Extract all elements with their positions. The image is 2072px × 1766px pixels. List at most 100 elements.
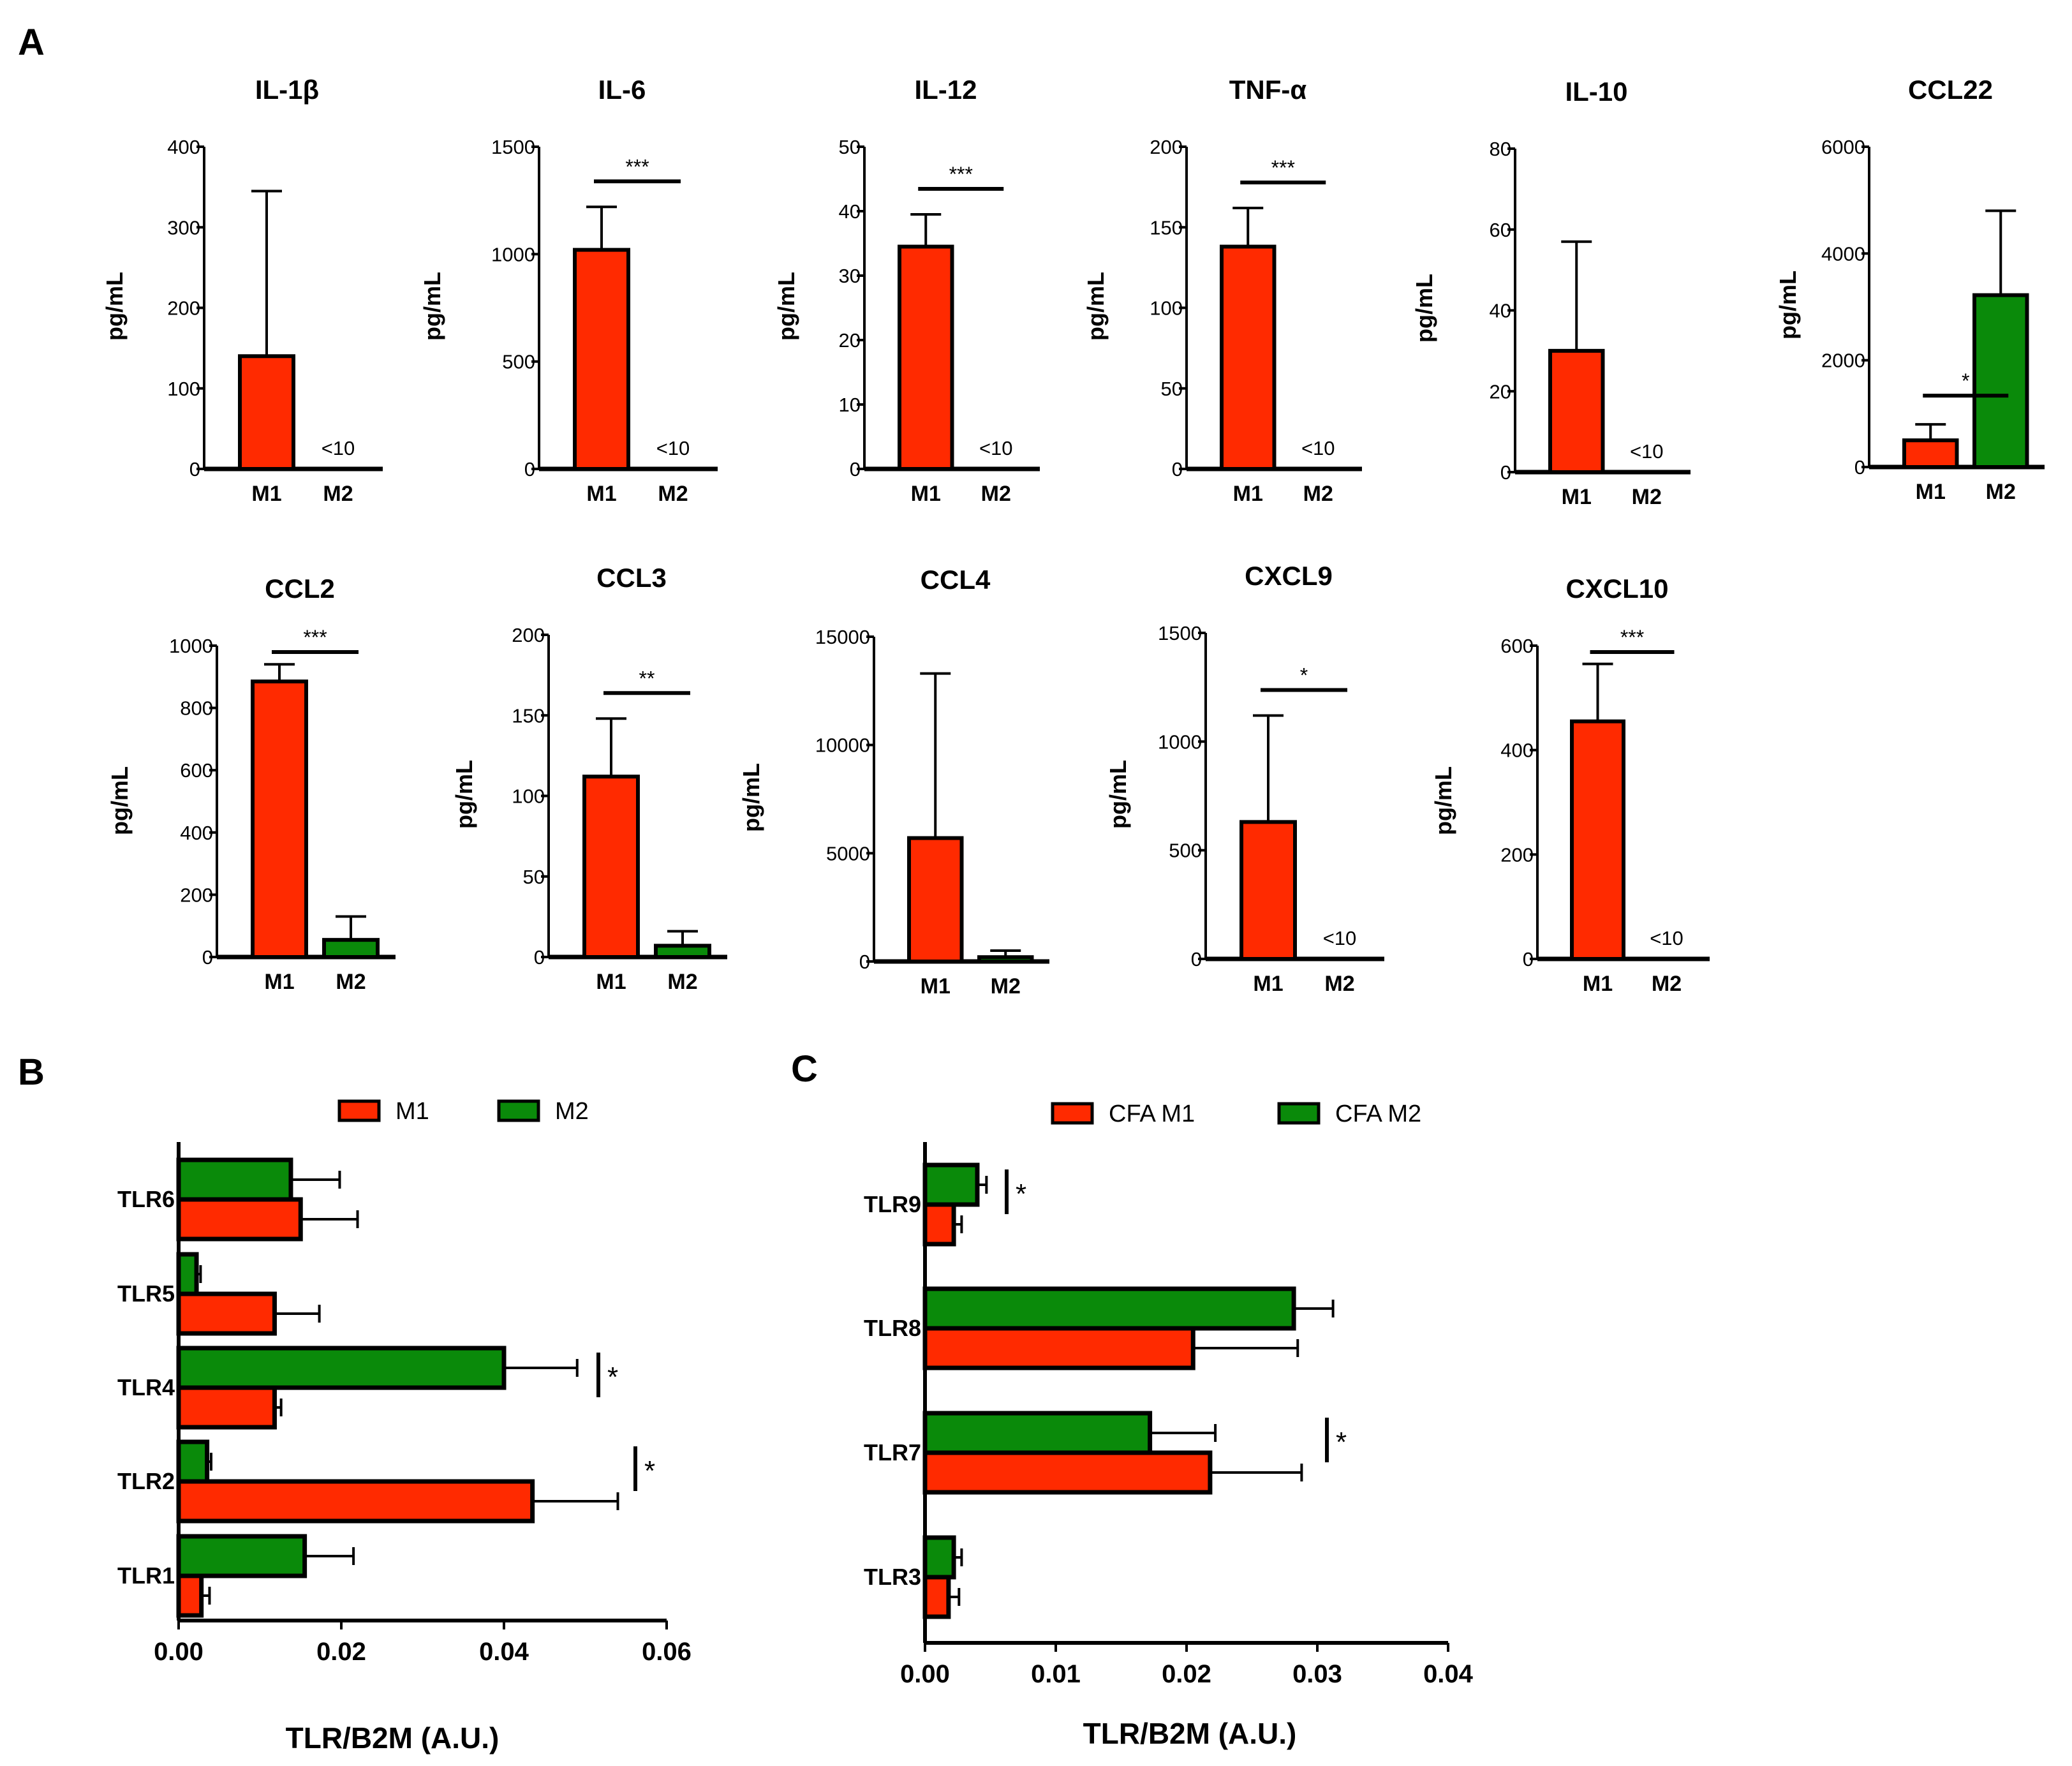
bar-tlr7-m1 xyxy=(922,1450,1213,1495)
category-label-m1: M1 xyxy=(1253,972,1283,996)
x-tick-label: 0.01 xyxy=(1031,1660,1081,1688)
y-tick-label: 0 xyxy=(1191,948,1202,970)
y-tick-label: 60 xyxy=(1490,219,1511,241)
y-tick-label: 4000 xyxy=(1821,242,1865,265)
y-tick-label: 100 xyxy=(512,785,545,808)
below-detection-note: <10 xyxy=(656,437,690,459)
y-tick-label: 15000 xyxy=(815,626,870,648)
y-axis-label: pg/mL xyxy=(451,760,477,829)
y-tick-label: 400 xyxy=(1500,739,1534,762)
bar-m1 xyxy=(907,836,964,963)
bar-m1 xyxy=(582,775,640,959)
legend-label-m1: CFA M1 xyxy=(1109,1101,1195,1127)
y-tick-label: 50 xyxy=(1161,378,1183,400)
bar-m1 xyxy=(1902,438,1959,470)
category-label-m2: M2 xyxy=(1652,972,1682,996)
bar-tlr6-m2 xyxy=(176,1157,293,1202)
y-tick-label: 40 xyxy=(839,200,861,223)
y-tick-label: 200 xyxy=(167,297,200,320)
category-label-m2: M2 xyxy=(1324,972,1354,996)
category-label-m1: M1 xyxy=(921,974,951,998)
y-tick-label: 2000 xyxy=(1821,350,1865,372)
y-tick-label: 300 xyxy=(167,216,200,239)
y-tick-label: 500 xyxy=(1169,840,1202,862)
category-label-m1: M1 xyxy=(911,482,941,506)
significance-stars: * xyxy=(644,1455,655,1487)
y-tick-label: 800 xyxy=(180,697,213,720)
category-label-m2: M2 xyxy=(1986,480,2016,504)
y-tick-label: 0 xyxy=(1172,458,1183,480)
significance-stars: * xyxy=(607,1362,618,1393)
legend-label-m2: CFA M2 xyxy=(1335,1101,1421,1127)
bar-tlr6-m1 xyxy=(176,1197,303,1242)
category-label-m2: M2 xyxy=(1632,485,1662,509)
y-tick-label: 150 xyxy=(512,704,545,727)
y-tick-label: 10000 xyxy=(815,734,870,757)
category-label-tlr7: TLR7 xyxy=(864,1439,921,1465)
y-tick-label: 600 xyxy=(1500,635,1534,657)
bar-tlr8-m2 xyxy=(922,1286,1296,1331)
bar-tlr3-m1 xyxy=(922,1575,951,1619)
bar-tlr2-m1 xyxy=(176,1479,535,1524)
bar-m1 xyxy=(238,354,295,471)
y-tick-label: 1500 xyxy=(1158,622,1202,644)
y-tick-label: 100 xyxy=(167,378,200,400)
y-tick-label: 20 xyxy=(839,329,861,352)
bar-tlr1-m2 xyxy=(176,1534,307,1578)
chart-title: IL-12 xyxy=(914,75,977,105)
panel-letter-b: B xyxy=(18,1051,45,1093)
y-tick-label: 200 xyxy=(1500,843,1534,866)
y-axis-label: pg/mL xyxy=(738,763,764,832)
y-tick-label: 10 xyxy=(839,394,861,416)
bar-m1 xyxy=(573,248,630,471)
category-label-m1: M1 xyxy=(1916,480,1946,504)
y-tick-label: 0 xyxy=(859,951,870,973)
y-tick-label: 200 xyxy=(180,884,213,906)
chart-title: IL-1β xyxy=(255,75,319,105)
legend-swatch-m2 xyxy=(497,1099,540,1122)
y-tick-label: 5000 xyxy=(826,842,870,864)
y-tick-label: 100 xyxy=(1150,297,1183,320)
category-label-m1: M1 xyxy=(251,482,281,506)
y-tick-label: 40 xyxy=(1490,300,1511,322)
y-axis-label: pg/mL xyxy=(773,272,799,341)
bar-tlr5-m2 xyxy=(176,1252,199,1296)
x-tick-label: 0.02 xyxy=(316,1638,366,1666)
y-tick-label: 0 xyxy=(524,458,535,480)
significance-stars: *** xyxy=(1271,156,1295,179)
significance-stars: * xyxy=(1016,1178,1026,1210)
chart-panel-c: 0.00 0.01 0.02 0.03 0.04 TLR/B2M (A.U.) CFA M1… xyxy=(864,1101,1474,1750)
bar-m2 xyxy=(654,944,711,959)
chart-title: IL-6 xyxy=(598,75,646,105)
category-label-tlr6: TLR6 xyxy=(117,1186,175,1212)
y-tick-label: 500 xyxy=(502,351,535,373)
legend-label-m2: M2 xyxy=(555,1098,589,1125)
bar-tlr5-m1 xyxy=(176,1291,277,1336)
y-tick-label: 200 xyxy=(512,624,545,646)
category-label-m1: M1 xyxy=(1233,482,1263,506)
category-label-m2: M2 xyxy=(1303,482,1333,506)
x-tick-label: 0.03 xyxy=(1292,1660,1342,1688)
bar-tlr3-m2 xyxy=(922,1535,956,1580)
category-label-tlr1: TLR1 xyxy=(117,1562,175,1589)
chart-title: CCL22 xyxy=(1908,75,1993,105)
y-axis-label: pg/mL xyxy=(1083,272,1109,341)
category-label-m1: M1 xyxy=(596,970,626,994)
bar-m1 xyxy=(1240,820,1297,961)
y-tick-label: 1000 xyxy=(169,635,213,657)
y-axis-label: pg/mL xyxy=(1105,760,1131,829)
x-tick-label: 0.02 xyxy=(1162,1660,1211,1688)
legend-swatch-m1 xyxy=(1051,1102,1094,1125)
chart-cxcl9: CXCL9 pg/mL 0 500 1000 1500 M1 M2 <10 * xyxy=(1105,561,1384,996)
bar-m1 xyxy=(1570,719,1625,961)
x-tick-label: 0.06 xyxy=(642,1638,692,1666)
category-label-m2: M2 xyxy=(658,482,688,506)
y-tick-label: 50 xyxy=(839,136,861,158)
y-axis-label: pg/mL xyxy=(1411,274,1437,343)
below-detection-note: <10 xyxy=(1630,440,1664,463)
chart-il-12: IL-12 pg/mL 0 10 20 30 40 50 M1 M2 <10 *** xyxy=(773,75,1040,506)
chart-ccl3: CCL3 pg/mL 0 50 100 150 200 M1 M2 ** xyxy=(451,563,727,994)
chart-title: CXCL9 xyxy=(1245,561,1333,591)
